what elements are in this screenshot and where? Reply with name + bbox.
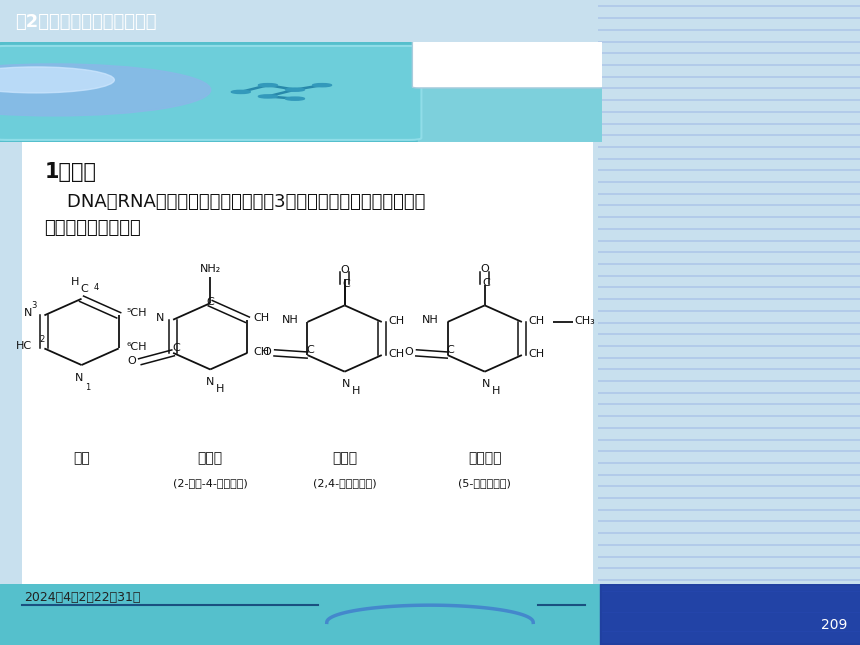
Text: N: N (341, 379, 350, 389)
Text: 2: 2 (39, 335, 44, 344)
Text: 209: 209 (820, 619, 847, 632)
Text: 胞嘧啶: 胞嘧啶 (198, 451, 223, 465)
Text: CH₃: CH₃ (574, 315, 595, 326)
Circle shape (312, 84, 332, 86)
Text: CH: CH (388, 315, 404, 326)
Text: NH: NH (282, 315, 298, 325)
Text: 嘧啶。其结构如下：: 嘧啶。其结构如下： (45, 219, 141, 237)
Text: N: N (482, 379, 490, 389)
Text: C: C (81, 284, 89, 294)
Text: H: H (492, 386, 501, 396)
Text: O: O (481, 264, 489, 274)
Text: 4: 4 (93, 283, 99, 292)
FancyBboxPatch shape (19, 140, 596, 586)
FancyBboxPatch shape (412, 41, 605, 88)
Text: O: O (262, 347, 271, 357)
Text: NH₂: NH₂ (200, 264, 221, 273)
Text: C: C (446, 345, 454, 355)
Text: C: C (172, 343, 180, 353)
Text: C: C (482, 278, 489, 288)
Text: 2024年4月2日22时31分: 2024年4月2日22时31分 (24, 591, 140, 604)
Bar (418, 87, 602, 142)
Text: 嘧啶: 嘧啶 (73, 451, 90, 465)
Text: H: H (217, 384, 224, 394)
Circle shape (231, 90, 250, 94)
Text: CH: CH (528, 315, 544, 326)
FancyBboxPatch shape (0, 46, 421, 140)
Text: N: N (157, 313, 164, 323)
Text: (5-甲基尿嘧啶): (5-甲基尿嘧啶) (458, 478, 511, 488)
Circle shape (0, 64, 211, 116)
Text: N: N (206, 377, 214, 387)
Text: 3: 3 (32, 301, 37, 310)
Text: (2-酮基-4-氨基嘧啶): (2-酮基-4-氨基嘧啶) (173, 478, 248, 488)
Text: HC: HC (16, 341, 33, 352)
Text: H: H (352, 386, 360, 396)
Text: 尿嘧啶: 尿嘧啶 (332, 451, 357, 465)
Text: N: N (24, 308, 33, 318)
Text: C: C (342, 279, 350, 289)
Circle shape (258, 95, 278, 98)
Text: CH: CH (254, 313, 270, 323)
Text: ⁶CH: ⁶CH (126, 342, 147, 352)
Text: 1）嘧啶: 1）嘧啶 (45, 162, 96, 182)
Text: N: N (75, 373, 83, 383)
Text: CH: CH (528, 349, 544, 359)
Bar (0, 584, 600, 645)
Text: DNA、RNA中最常见的嘧啶衍生物有3种，即胞嘧啶、尿嘧啶和胸腺: DNA、RNA中最常见的嘧啶衍生物有3种，即胞嘧啶、尿嘧啶和胸腺 (45, 193, 426, 211)
Circle shape (286, 88, 304, 91)
Text: 1: 1 (84, 382, 90, 392)
Text: H: H (71, 277, 79, 287)
Text: NH: NH (422, 315, 439, 325)
Circle shape (0, 67, 114, 93)
Circle shape (258, 84, 278, 86)
Text: C: C (206, 297, 214, 307)
Text: O: O (341, 265, 349, 275)
Text: O: O (127, 356, 136, 366)
Text: 第2章细胞内的生物分子化学: 第2章细胞内的生物分子化学 (15, 13, 157, 31)
Circle shape (286, 97, 304, 100)
Text: ⁵CH: ⁵CH (126, 308, 147, 318)
Text: CH: CH (388, 349, 404, 359)
Text: O: O (404, 347, 413, 357)
Bar (600, 584, 860, 645)
Text: 胸腺嘧啶: 胸腺嘧啶 (468, 451, 501, 465)
Text: CH: CH (254, 346, 270, 357)
Text: (2,4-二酮基嘧啶): (2,4-二酮基嘧啶) (313, 478, 377, 488)
Text: C: C (306, 345, 314, 355)
